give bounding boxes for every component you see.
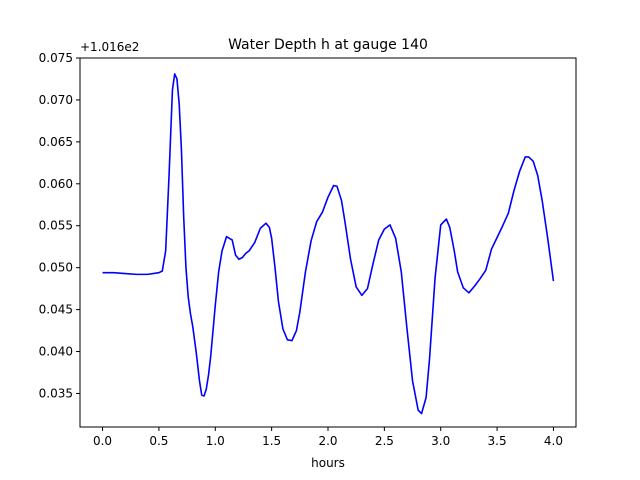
x-tick-label: 4.0 [544,434,563,448]
y-tick-label: 0.055 [39,219,73,233]
x-tick-label: 1.0 [206,434,225,448]
y-tick-label: 0.045 [39,303,73,317]
y-tick-label: 0.075 [39,51,73,65]
y-tick-label: 0.060 [39,177,73,191]
y-offset-label: +1.016e2 [80,40,139,54]
y-tick-label: 0.040 [39,345,73,359]
x-tick-label: 0.5 [149,434,168,448]
y-tick-label: 0.035 [39,386,73,400]
series-line [102,73,555,415]
y-tick-label: 0.065 [39,135,73,149]
x-tick-label: 2.0 [318,434,337,448]
x-tick-label: 2.5 [375,434,394,448]
y-tick-label: 0.050 [39,261,73,275]
plot-area: 0.0 0.5 1.0 1.5 2.0 2.5 3.0 3.5 4.0 0.035 0.040 0.0… [39,51,577,448]
x-tick-label: 3.5 [488,434,507,448]
y-tick-label: 0.070 [39,93,73,107]
x-axis-label: hours [311,456,345,470]
x-tick-label: 0.0 [93,434,112,448]
x-tick-label: 1.5 [262,434,281,448]
axes-frame [79,57,577,428]
x-tick-label: 3.0 [431,434,450,448]
chart-title: Water Depth h at gauge 140 [228,37,428,53]
